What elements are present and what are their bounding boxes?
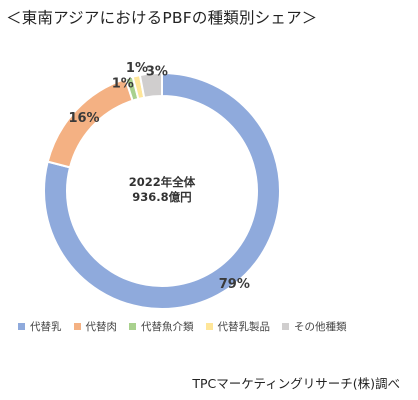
donut-slice-5 bbox=[138, 71, 163, 99]
legend-swatch bbox=[73, 323, 81, 330]
donut-slice-1 bbox=[43, 71, 281, 310]
legend-swatch bbox=[129, 323, 136, 330]
data-label-5: 3% bbox=[146, 65, 168, 80]
data-label-1: 79% bbox=[219, 277, 250, 292]
legend-swatch bbox=[205, 323, 213, 330]
data-label-4: 1% bbox=[126, 61, 148, 76]
legend-item-1: 代替乳 bbox=[18, 319, 62, 334]
donut-chart: 2022年全体 936.8億円 79%16%1%1%3% bbox=[43, 61, 281, 310]
chart-legend: 代替乳 代替肉 代替魚介類 代替乳製品 その他種類 bbox=[18, 319, 347, 334]
legend-item-5: その他種類 bbox=[282, 319, 347, 334]
chart-title: ＜東南アジアにおけるPBFの種類別シェア＞ bbox=[6, 9, 318, 27]
center-label-line2: 936.8億円 bbox=[132, 190, 191, 204]
data-label-2: 16% bbox=[68, 111, 99, 126]
legend-label: 代替魚介類 bbox=[141, 321, 194, 333]
legend-label: 代替肉 bbox=[85, 321, 118, 333]
legend-swatch bbox=[282, 323, 289, 330]
data-label-3: 1% bbox=[112, 76, 134, 91]
legend-label: 代替乳 bbox=[30, 321, 62, 333]
legend-swatch bbox=[18, 323, 25, 330]
legend-item-4: 代替乳製品 bbox=[205, 319, 271, 334]
source-note: TPCマーケティングリサーチ(株)調べ bbox=[192, 376, 400, 391]
legend-item-3: 代替魚介類 bbox=[129, 319, 194, 334]
center-label-line1: 2022年全体 bbox=[129, 175, 196, 189]
legend-label: 代替乳製品 bbox=[217, 321, 271, 333]
legend-label: その他種類 bbox=[294, 321, 347, 333]
legend-item-2: 代替肉 bbox=[73, 319, 118, 334]
